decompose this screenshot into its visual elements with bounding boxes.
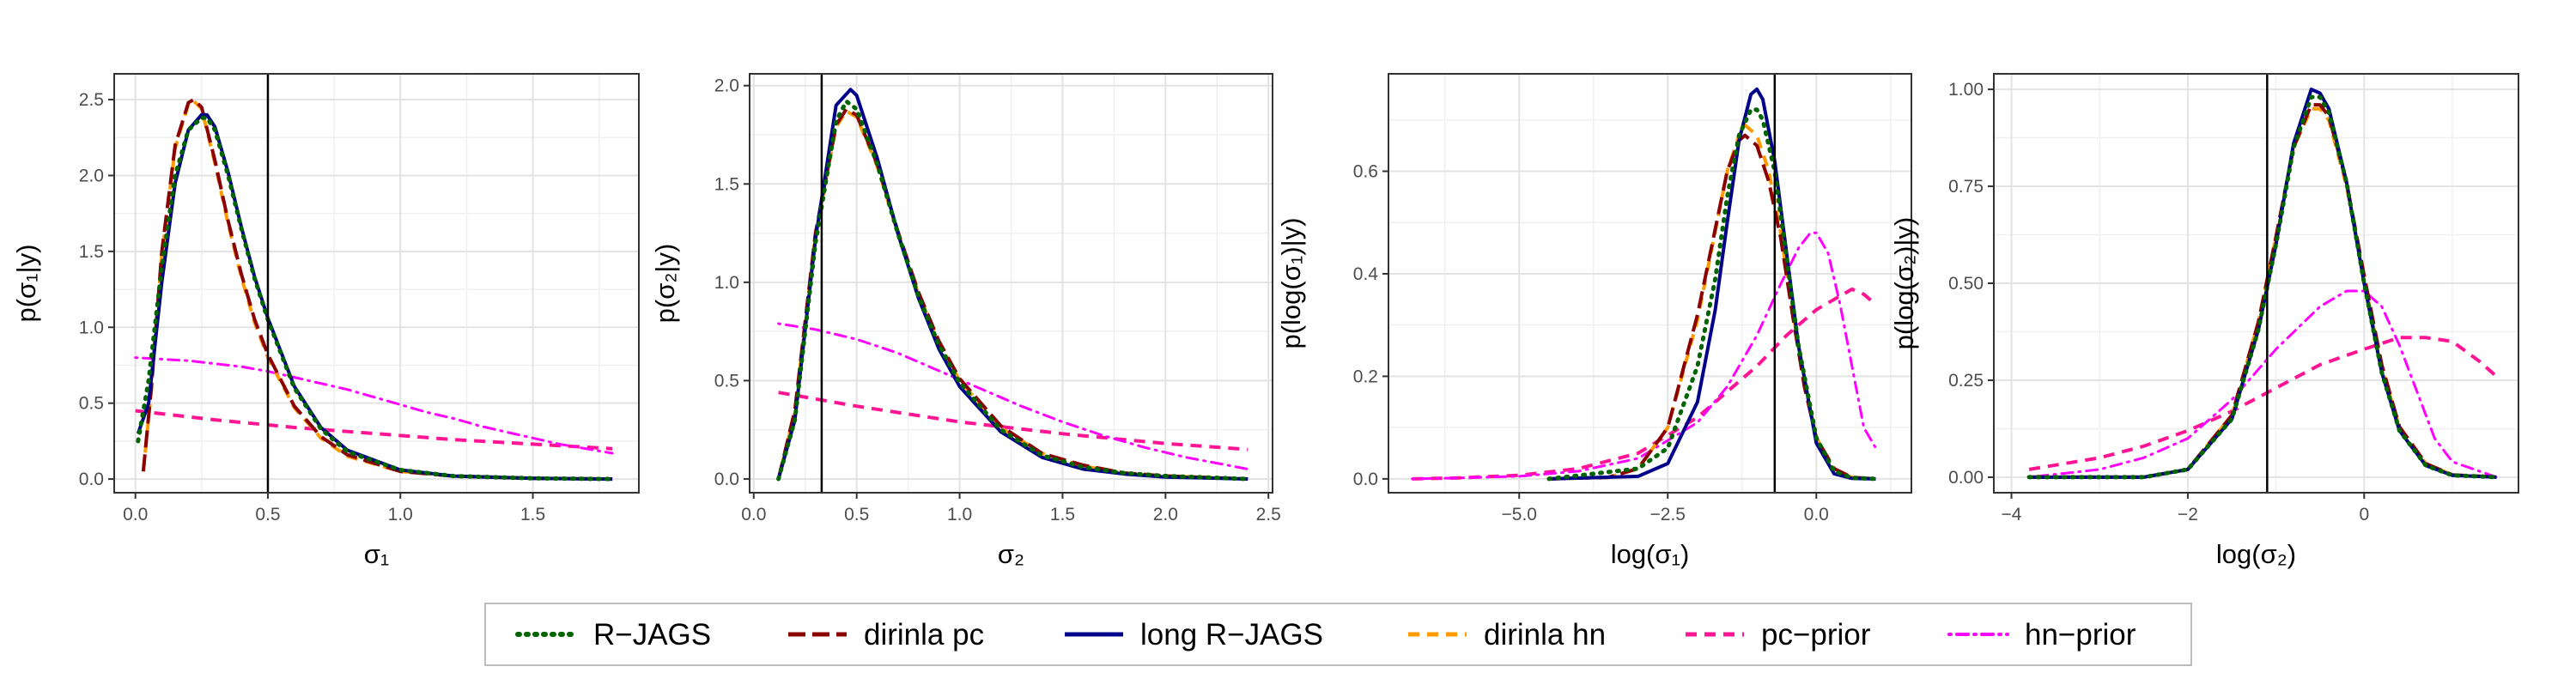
plot-background [1388, 74, 1911, 493]
y-tick-label: 0.75 [1948, 177, 1984, 197]
panel-2: 0.0 0.5 1.0 1.5 2.0 2.5 0.0 0.5 1.0 1.5 2.0 σ₂ p(σ₂|… [650, 73, 1281, 569]
y-tick-label: 0.0 [1353, 470, 1378, 489]
y-tick-label: 1.5 [714, 174, 739, 194]
panel-border [113, 73, 640, 494]
x-tick-label: −5.0 [1502, 505, 1537, 524]
legend-label: dirinla pc [864, 618, 984, 652]
y-tick-label: 1.00 [1948, 80, 1984, 100]
series-line-dotdash [1411, 231, 1877, 481]
y-tick-label: 0.50 [1948, 274, 1984, 294]
panel-border [1388, 73, 1912, 494]
legend-item: hn−prior [1947, 618, 2136, 652]
legend-item: dirinla hn [1408, 618, 1606, 652]
y-tick-label: 2.5 [79, 90, 104, 110]
minor-grid [114, 74, 639, 493]
x-tick-label: 0.5 [255, 505, 280, 524]
major-grid [750, 74, 1273, 493]
panel-1: 0.0 0.5 1.0 1.5 0.0 0.5 1.0 1.5 2.0 2.5 σ₁ p(σ₁|y) [11, 73, 640, 569]
y-tick-label: 0.00 [1948, 468, 1984, 488]
x-tick-label: 1.0 [947, 505, 972, 524]
y-axis-title: p(σ₁|y) [11, 244, 41, 322]
x-tick-label: −4 [2002, 505, 2022, 524]
series-line-dotted [776, 99, 1250, 482]
y-tick-label: 0.5 [714, 371, 739, 391]
y-tick-label: 0.25 [1948, 371, 1984, 391]
x-tick-label: 0.0 [741, 505, 766, 524]
x-tick-label: 1.0 [388, 505, 413, 524]
series-line-dotted [1546, 107, 1878, 482]
legend-label: pc−prior [1761, 618, 1871, 652]
x-tick-label: 0 [2359, 505, 2369, 524]
legend-item: R−JAGS [515, 618, 711, 652]
series-line-dashed [2028, 336, 2498, 471]
minor-grid [1388, 74, 1911, 493]
series-group [134, 98, 615, 482]
panel-3: −5.0 −2.5 0.0 0.0 0.2 0.4 0.6 log(σ₁) p(log(σ₁)|… [1276, 73, 1912, 569]
series-group [2026, 88, 2499, 480]
legend-label: long R−JAGS [1140, 618, 1323, 652]
series-line-longdash [1548, 133, 1876, 481]
x-tick-label: 2.5 [1256, 505, 1281, 524]
x-axis-title: σ₂ [998, 539, 1024, 569]
y-tick-label: 0.0 [79, 470, 104, 489]
y-tick-label: 0.2 [1353, 367, 1378, 386]
x-tick-label: 2.0 [1153, 505, 1178, 524]
x-tick-label: 0.5 [844, 505, 869, 524]
legend-box [484, 603, 2192, 666]
y-tick-label: 0.5 [79, 394, 104, 414]
y-tick-label: 0.4 [1353, 264, 1379, 284]
x-tick-label: −2 [2178, 505, 2198, 524]
legend-label: R−JAGS [593, 618, 711, 652]
y-axis-title: p(σ₂|y) [650, 244, 680, 324]
major-grid [1388, 74, 1911, 493]
y-tick-label: 0.0 [714, 470, 739, 489]
series-line-dotdash [777, 322, 1249, 470]
y-tick-label: 0.6 [1353, 161, 1378, 181]
minor-grid [750, 74, 1273, 493]
series-line-dashed [778, 391, 1249, 452]
x-tick-label: −2.5 [1650, 505, 1686, 524]
x-tick-label: 1.5 [1050, 505, 1075, 524]
x-axis-title: σ₁ [364, 539, 390, 569]
legend-label: dirinla hn [1484, 618, 1606, 652]
legend-item: long R−JAGS [1065, 618, 1323, 652]
panel-border [749, 73, 1273, 494]
x-axis-title: log(σ₁) [1611, 539, 1690, 569]
y-tick-label: 2.0 [79, 166, 104, 185]
series-group [776, 88, 1250, 482]
y-axis-title: p(log(σ₂)|y) [1889, 217, 1919, 350]
legend: R−JAGS dirinla pc long R−JAGS dirinla hn pc−… [484, 603, 2192, 666]
y-tick-label: 2.0 [714, 76, 739, 96]
series-line-dotdash [134, 356, 614, 455]
x-tick-label: 1.5 [520, 505, 545, 524]
legend-item: dirinla pc [788, 618, 984, 652]
y-axis-title: p(log(σ₁)|y) [1276, 217, 1306, 349]
series-line-dashed [2029, 106, 2497, 479]
panels: 0.0 0.5 1.0 1.50.00.51.01.52.02.5σ₁p(σ₁|y)0… [11, 73, 2519, 569]
series-line-dotted [136, 115, 615, 482]
y-tick-label: 1.0 [79, 318, 104, 337]
legend-item: pc−prior [1686, 618, 1871, 652]
series-group [1411, 87, 1878, 482]
x-tick-label: 0.0 [123, 505, 148, 524]
series-line-dotted [2026, 94, 2499, 480]
y-tick-label: 1.0 [714, 273, 739, 293]
y-tick-label: 1.5 [79, 242, 104, 262]
legend-label: hn−prior [2025, 618, 2136, 652]
x-tick-label: 0.0 [1804, 505, 1829, 524]
series-line-dotdash [2027, 289, 2498, 479]
plot-background [114, 74, 639, 493]
panel-4: −4 −2 0 0.00 0.25 0.50 0.75 1.00 log(σ₂) p(log(σ₂… [1889, 73, 2519, 569]
x-axis-title: log(σ₂) [2216, 539, 2296, 569]
series-line-dashed [135, 409, 613, 451]
